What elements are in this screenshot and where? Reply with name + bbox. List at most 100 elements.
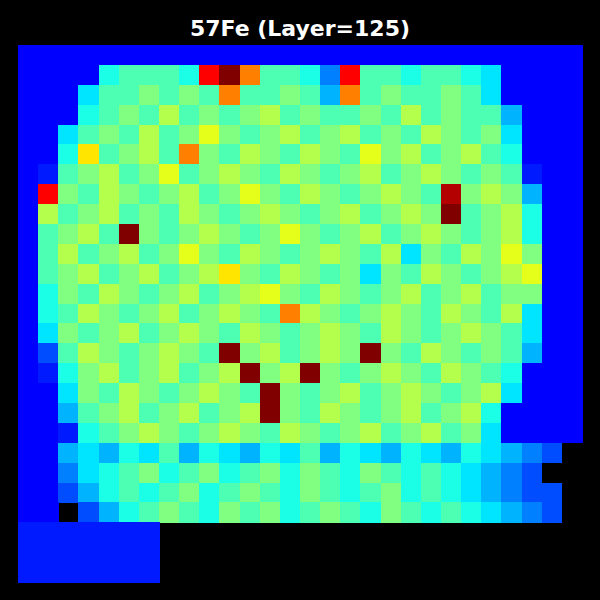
cell <box>461 184 482 204</box>
cell <box>179 383 200 403</box>
cell <box>280 403 301 423</box>
cell <box>381 244 402 264</box>
cell <box>18 184 39 204</box>
cell <box>421 284 442 304</box>
cell <box>240 105 261 125</box>
cell <box>280 244 301 264</box>
cell <box>78 284 99 304</box>
cell <box>58 105 79 125</box>
cell <box>421 343 442 363</box>
cell <box>381 184 402 204</box>
cell <box>18 144 39 164</box>
cell <box>501 323 522 343</box>
cell <box>461 443 482 463</box>
cell <box>320 403 341 423</box>
cell <box>501 383 522 403</box>
cell <box>300 125 321 145</box>
cell <box>421 144 442 164</box>
cell <box>58 423 79 443</box>
cell <box>199 105 220 125</box>
cell <box>481 383 502 403</box>
cell <box>260 244 281 264</box>
cell <box>119 284 140 304</box>
cell <box>240 204 261 224</box>
cell <box>562 65 583 85</box>
cell <box>481 423 502 443</box>
cell <box>99 45 120 65</box>
cell <box>401 45 422 65</box>
cell <box>99 264 120 284</box>
cell <box>240 125 261 145</box>
cell <box>320 45 341 65</box>
cell <box>240 284 261 304</box>
cell <box>78 323 99 343</box>
cell <box>522 463 543 483</box>
cell <box>38 264 59 284</box>
cell <box>139 542 160 562</box>
cell <box>381 144 402 164</box>
cell <box>320 144 341 164</box>
cell <box>562 403 583 423</box>
cell <box>461 65 482 85</box>
cell <box>260 403 281 423</box>
cell <box>219 463 240 483</box>
cell <box>340 463 361 483</box>
cell <box>340 403 361 423</box>
cell <box>18 65 39 85</box>
cell <box>461 363 482 383</box>
cell <box>219 363 240 383</box>
cell <box>441 363 462 383</box>
cell <box>260 65 281 85</box>
cell <box>99 125 120 145</box>
cell <box>320 483 341 503</box>
cell <box>340 343 361 363</box>
cell <box>441 443 462 463</box>
cell <box>300 284 321 304</box>
cell <box>99 403 120 423</box>
cell <box>381 65 402 85</box>
cell <box>300 403 321 423</box>
cell <box>401 204 422 224</box>
cell <box>320 224 341 244</box>
cell <box>199 363 220 383</box>
cell <box>99 105 120 125</box>
cell <box>461 204 482 224</box>
cell <box>38 562 59 582</box>
cell <box>58 224 79 244</box>
cell <box>542 483 563 503</box>
cell <box>38 244 59 264</box>
cell <box>300 363 321 383</box>
cell <box>219 383 240 403</box>
cell <box>119 304 140 324</box>
cell <box>38 363 59 383</box>
cell <box>501 224 522 244</box>
cell <box>320 244 341 264</box>
cell <box>522 343 543 363</box>
cell <box>381 463 402 483</box>
cell <box>119 343 140 363</box>
cell <box>78 85 99 105</box>
cell <box>119 463 140 483</box>
cell <box>381 125 402 145</box>
cell <box>139 343 160 363</box>
cell <box>78 144 99 164</box>
cell <box>381 304 402 324</box>
cell <box>260 443 281 463</box>
cell <box>421 244 442 264</box>
cell <box>300 383 321 403</box>
cell <box>340 184 361 204</box>
cell <box>99 304 120 324</box>
cell <box>280 363 301 383</box>
cell <box>381 284 402 304</box>
cell <box>58 284 79 304</box>
cell <box>199 383 220 403</box>
cell <box>360 304 381 324</box>
cell <box>18 125 39 145</box>
cell <box>18 264 39 284</box>
cell <box>300 204 321 224</box>
cell <box>159 483 180 503</box>
cell <box>119 65 140 85</box>
cell <box>501 304 522 324</box>
cell <box>18 284 39 304</box>
cell <box>260 363 281 383</box>
